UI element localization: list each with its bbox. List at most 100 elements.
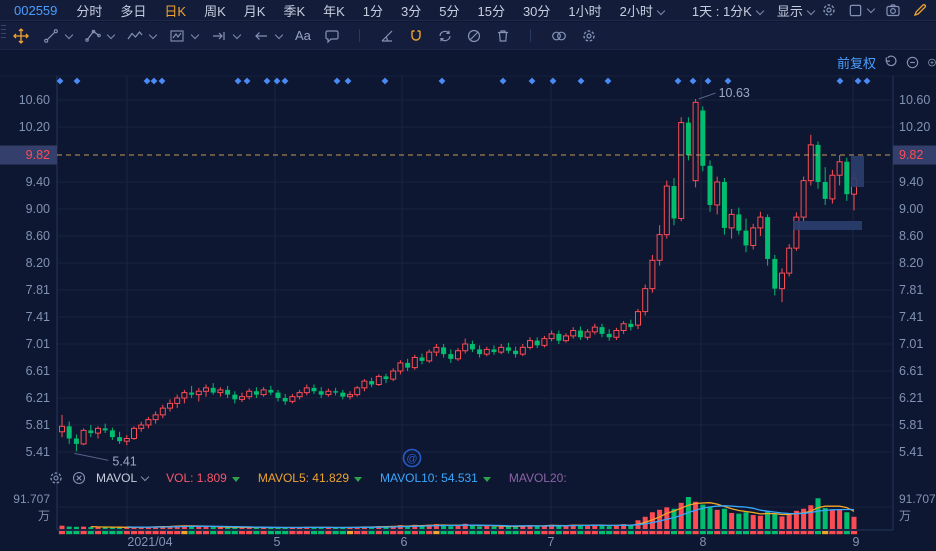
price-axis-label: 7.01	[899, 337, 923, 351]
candle	[167, 402, 173, 409]
indicator-name[interactable]: MAVOL	[96, 471, 138, 485]
zoom-out-icon[interactable]	[905, 55, 920, 70]
timeframe-月K[interactable]: 月K	[243, 3, 266, 19]
ribbon-segment	[87, 531, 94, 535]
trend-line-tool[interactable]	[43, 28, 74, 44]
candle	[325, 390, 332, 396]
volume-bar	[743, 512, 749, 529]
angle-icon[interactable]	[379, 28, 395, 44]
indicator-values: VOL: 1.809 MAVOL5: 41.829 MAVOL10: 54.531 M…	[148, 471, 567, 485]
draw-pencil-icon[interactable]	[912, 2, 928, 18]
timeframe-年K[interactable]: 年K	[323, 3, 345, 19]
pan-tool-icon[interactable]	[12, 27, 30, 45]
timeframe-3分[interactable]: 3分	[401, 3, 422, 19]
candle	[765, 217, 771, 259]
wave-tool[interactable]	[127, 28, 158, 44]
volume-axis-unit: 万	[38, 509, 50, 523]
volume-bar	[520, 525, 526, 529]
candle	[217, 389, 224, 394]
ribbon-segment	[361, 531, 368, 535]
timeframe-分时[interactable]: 分时	[76, 3, 103, 19]
event-diamond	[549, 77, 557, 85]
ribbon-segment	[375, 531, 382, 535]
volume-axis-label: 91.707	[13, 492, 50, 506]
timeframe-1小时[interactable]: 1小时	[568, 3, 602, 19]
layout-select-icon	[849, 4, 862, 16]
price-axis-label: 9.82	[899, 148, 923, 162]
hide-drawings-icon[interactable]	[466, 28, 482, 44]
volume-bar	[325, 527, 331, 529]
interval-selector[interactable]: 1天 : 1分K	[692, 1, 765, 20]
candle	[513, 350, 519, 355]
candle	[671, 186, 677, 219]
magnet-icon[interactable]	[408, 28, 424, 44]
ribbon-segment	[296, 531, 303, 535]
candle	[59, 425, 65, 433]
timeframe-周K[interactable]: 周K	[204, 3, 226, 19]
triangle-down-icon	[231, 477, 240, 482]
pattern-tool[interactable]	[169, 28, 200, 44]
timeframe-日K[interactable]: 日K	[164, 3, 187, 19]
volume-bar	[369, 526, 375, 529]
indicator-value[interactable]: MAVOL5: 41.829	[258, 471, 363, 485]
candle	[131, 427, 137, 439]
event-diamond	[344, 77, 352, 85]
volume-bar	[95, 527, 101, 529]
volume-bar	[693, 501, 699, 529]
adjust-mode-label[interactable]: 前复权	[836, 56, 876, 71]
volume-bar	[455, 525, 461, 529]
volume-bar	[232, 527, 238, 529]
price-axis-label: 7.81	[899, 283, 923, 297]
stock-code[interactable]: 002559	[14, 2, 58, 18]
ribbon-segment	[793, 531, 800, 535]
candle	[779, 272, 785, 290]
price-axis-label: 5.81	[26, 418, 50, 432]
delete-drawings-icon[interactable]	[495, 28, 511, 44]
indicator-close-icon[interactable]	[71, 470, 87, 486]
timeframe-季K[interactable]: 季K	[283, 3, 306, 19]
event-diamond	[381, 77, 389, 85]
volume-bar	[649, 512, 655, 529]
callout-icon[interactable]	[324, 28, 340, 44]
reset-zoom-icon[interactable]	[883, 55, 898, 70]
ribbon-segment	[505, 531, 512, 535]
compare-circles-icon[interactable]	[550, 28, 568, 44]
volume-bar	[585, 525, 591, 529]
timeframe-2小时[interactable]: 2小时	[620, 1, 666, 20]
timeframe-5分[interactable]: 5分	[439, 3, 460, 19]
candle	[692, 101, 699, 182]
timeframe-15分[interactable]: 15分	[477, 3, 505, 19]
volume-bar	[253, 527, 259, 529]
indicator-value[interactable]: MAVOL20:	[508, 471, 567, 485]
camera-icon[interactable]	[885, 2, 901, 18]
volume-bar	[261, 527, 267, 529]
ribbon-segment	[267, 531, 274, 535]
volume-bar	[477, 526, 483, 529]
layout-select[interactable]	[848, 3, 876, 18]
ribbon-segment	[382, 531, 390, 535]
timeframe-1分[interactable]: 1分	[362, 3, 384, 19]
indicator-settings-icon[interactable]	[48, 470, 64, 486]
settings-icon[interactable]	[821, 2, 837, 18]
volume-bar	[275, 527, 281, 529]
ribbon-segment	[433, 531, 440, 535]
candle	[793, 216, 800, 249]
display-menu[interactable]: 显示	[777, 1, 816, 20]
indicator-value[interactable]: MAVOL10: 54.531	[380, 471, 491, 485]
timeframe-30分[interactable]: 30分	[522, 3, 551, 19]
text-tool[interactable]: Aa	[295, 28, 311, 43]
volume-bar	[765, 511, 771, 529]
arrow-tool[interactable]	[253, 28, 284, 44]
horizontal-ray-icon	[213, 31, 225, 40]
sync-drawings-icon[interactable]	[437, 28, 453, 44]
panel-grip[interactable]	[1, 25, 6, 38]
zoom-in-icon[interactable]	[927, 55, 936, 70]
drawing-settings-icon[interactable]	[581, 28, 597, 44]
indicator-value[interactable]: VOL: 1.809	[166, 471, 240, 485]
channel-tool[interactable]	[85, 28, 116, 44]
ribbon-segment	[829, 531, 836, 535]
timeframe-多日[interactable]: 多日	[120, 3, 147, 19]
price-axis-label: 7.41	[899, 310, 923, 324]
horizontal-ray-tool[interactable]	[211, 28, 242, 44]
